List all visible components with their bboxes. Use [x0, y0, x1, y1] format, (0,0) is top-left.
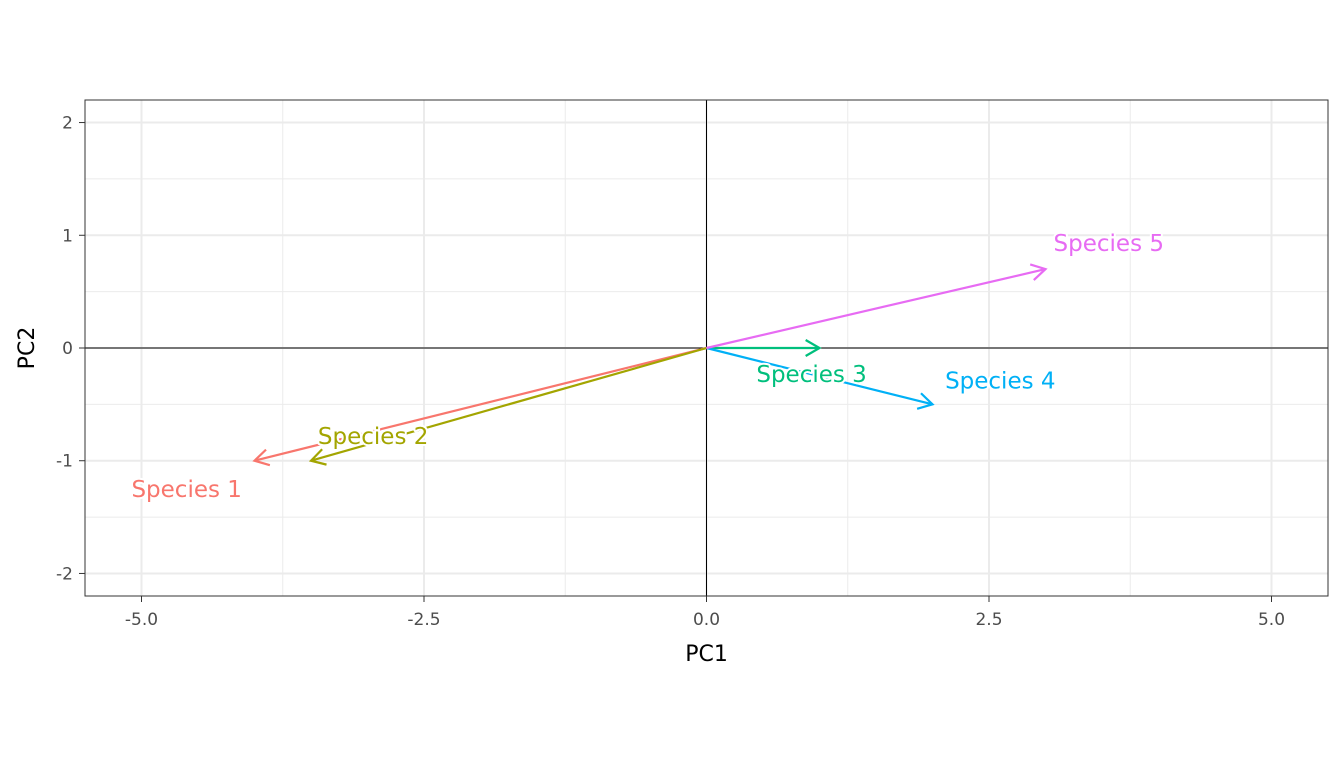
y-tick-label: -1 [56, 452, 73, 472]
arrow-shaft [254, 346, 707, 462]
x-tick-label: -2.5 [407, 610, 440, 630]
arrow-head [1029, 263, 1048, 281]
y-tick-label: 1 [62, 226, 73, 246]
x-tick-label: 2.5 [975, 610, 1002, 630]
y-tick-label: -2 [56, 564, 73, 584]
species-label-halo: Species 3 [756, 362, 866, 388]
species-label-halo: Species 5 [1054, 231, 1164, 257]
species-label-4: Species 4 [945, 369, 1055, 395]
species-label-2: Species 2 [318, 424, 428, 450]
y-axis-title: PC2 [15, 327, 40, 370]
arrow-4 [706, 346, 935, 410]
arrow-head [805, 339, 822, 357]
species-label-5: Species 5 [1054, 231, 1164, 257]
y-axis-ticks: -2 -1 0 1 2 [56, 114, 85, 584]
arrow-head [916, 392, 935, 410]
arrow-shaft [706, 268, 1046, 350]
arrow-3 [706, 339, 822, 357]
arrow-5 [706, 263, 1048, 350]
x-axis-ticks: -5.0 -2.5 0.0 2.5 5.0 [125, 596, 1285, 630]
arrow-shaft [706, 346, 933, 406]
y-tick-label: 0 [62, 339, 73, 359]
species-label-halo: Species 1 [131, 477, 241, 503]
x-tick-label: 0.0 [693, 610, 720, 630]
arrow-head [252, 448, 271, 467]
arrow-head [308, 448, 327, 466]
x-axis-title: PC1 [685, 642, 728, 667]
x-tick-label: -5.0 [125, 610, 158, 630]
species-label-halo: Species 4 [945, 369, 1055, 395]
arrow-1 [252, 346, 707, 467]
arrow-layer [252, 263, 1048, 467]
species-label-1: Species 1 [131, 477, 241, 503]
y-tick-label: 2 [62, 114, 73, 134]
x-tick-label: 5.0 [1258, 610, 1285, 630]
arrow-shaft [310, 346, 707, 462]
species-label-3: Species 3 [756, 362, 866, 388]
species-label-halo: Species 2 [318, 424, 428, 450]
arrow-2 [308, 346, 707, 466]
